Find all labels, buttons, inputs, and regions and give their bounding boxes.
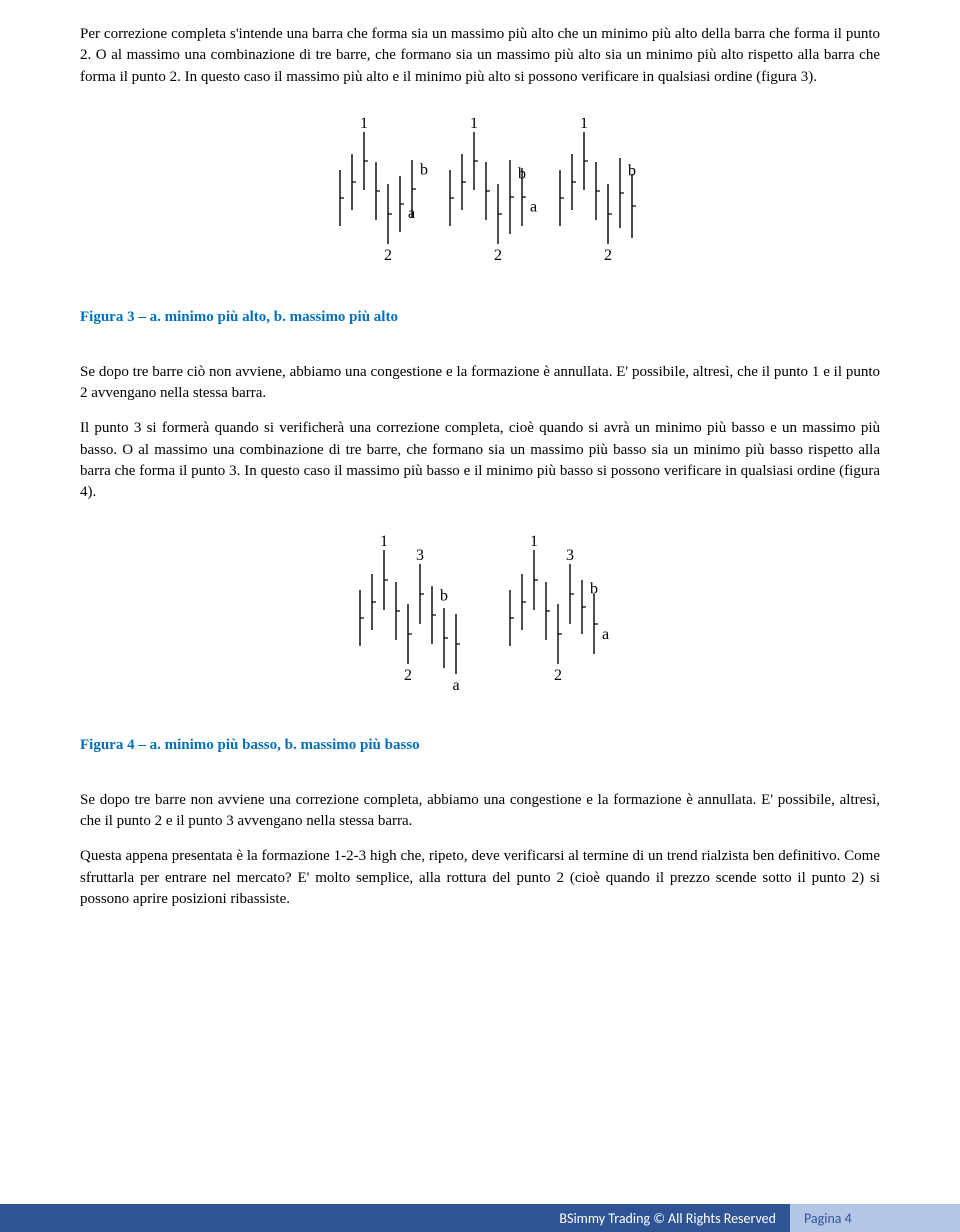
figure-4-caption: Figura 4 – a. minimo più basso, b. massi… bbox=[80, 737, 880, 754]
svg-text:2: 2 bbox=[494, 247, 502, 264]
paragraph-5: Questa appena presentata è la formazione… bbox=[80, 846, 880, 910]
svg-text:1: 1 bbox=[360, 118, 368, 132]
svg-text:a: a bbox=[452, 677, 459, 694]
svg-text:1: 1 bbox=[530, 534, 538, 550]
footer-page-number: Pagina 4 bbox=[790, 1204, 960, 1232]
paragraph-1: Per correzione completa s'intende una ba… bbox=[80, 24, 880, 88]
svg-text:1: 1 bbox=[470, 118, 478, 132]
svg-text:1: 1 bbox=[380, 534, 388, 550]
svg-text:a: a bbox=[530, 198, 537, 215]
page-footer: BSimmy Trading © All Rights Reserved Pag… bbox=[0, 1204, 960, 1232]
svg-text:b: b bbox=[420, 161, 428, 178]
figure-3-caption: Figura 3 – a. minimo più alto, b. massim… bbox=[80, 309, 880, 326]
svg-text:2: 2 bbox=[404, 667, 412, 684]
paragraph-2: Se dopo tre barre ciò non avviene, abbia… bbox=[80, 362, 880, 405]
svg-text:3: 3 bbox=[566, 547, 574, 564]
paragraph-3: Il punto 3 si formerà quando si verifich… bbox=[80, 418, 880, 503]
figure-4: 123ba123ba bbox=[80, 534, 880, 715]
svg-text:a: a bbox=[602, 626, 609, 643]
figure-3-svg: 12ab12ba12ba bbox=[320, 118, 640, 282]
figure-3: 12ab12ba12ba bbox=[80, 118, 880, 287]
paragraph-4: Se dopo tre barre non avviene una correz… bbox=[80, 790, 880, 833]
svg-text:1: 1 bbox=[580, 118, 588, 132]
figure-4-svg: 123ba123ba bbox=[340, 534, 620, 710]
svg-text:2: 2 bbox=[554, 667, 562, 684]
footer-copyright: BSimmy Trading © All Rights Reserved bbox=[0, 1204, 790, 1232]
svg-text:2: 2 bbox=[604, 247, 612, 264]
svg-text:2: 2 bbox=[384, 247, 392, 264]
svg-text:b: b bbox=[440, 587, 448, 604]
svg-text:3: 3 bbox=[416, 547, 424, 564]
